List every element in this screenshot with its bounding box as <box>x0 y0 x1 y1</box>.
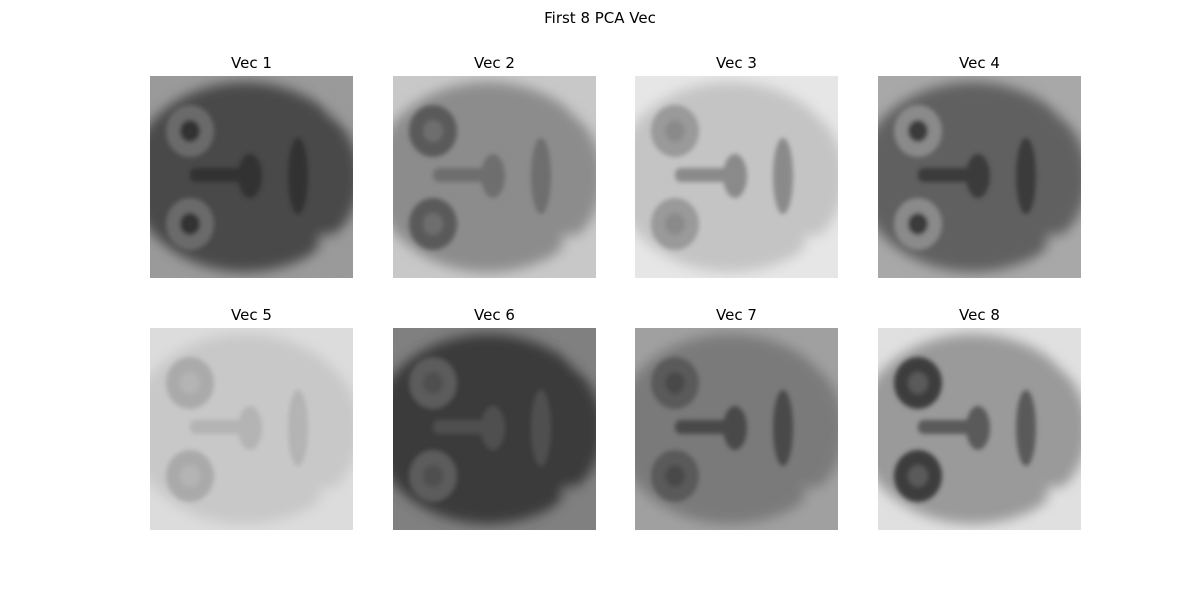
eigenface-image <box>150 328 353 530</box>
eigenface-image <box>393 76 596 278</box>
eigenface-image <box>635 328 838 530</box>
mouth <box>773 390 793 466</box>
eigenface-image <box>635 76 838 278</box>
eigenface-image <box>150 76 353 278</box>
panel-title: Vec 8 <box>878 305 1081 325</box>
mouth <box>773 138 793 214</box>
mouth <box>288 390 308 466</box>
panel-title: Vec 1 <box>150 53 353 73</box>
eigenface-image <box>878 328 1081 530</box>
mouth <box>288 138 308 214</box>
mouth <box>1016 138 1036 214</box>
panel-title: Vec 6 <box>393 305 596 325</box>
mouth <box>531 390 551 466</box>
mouth <box>531 138 551 214</box>
panel-title: Vec 4 <box>878 53 1081 73</box>
eigenface-image <box>393 328 596 530</box>
panel-title: Vec 3 <box>635 53 838 73</box>
mouth <box>1016 390 1036 466</box>
panel-title: Vec 5 <box>150 305 353 325</box>
panel-title: Vec 7 <box>635 305 838 325</box>
figure-title: First 8 PCA Vec <box>0 8 1200 28</box>
panel-title: Vec 2 <box>393 53 596 73</box>
eigenface-image <box>878 76 1081 278</box>
